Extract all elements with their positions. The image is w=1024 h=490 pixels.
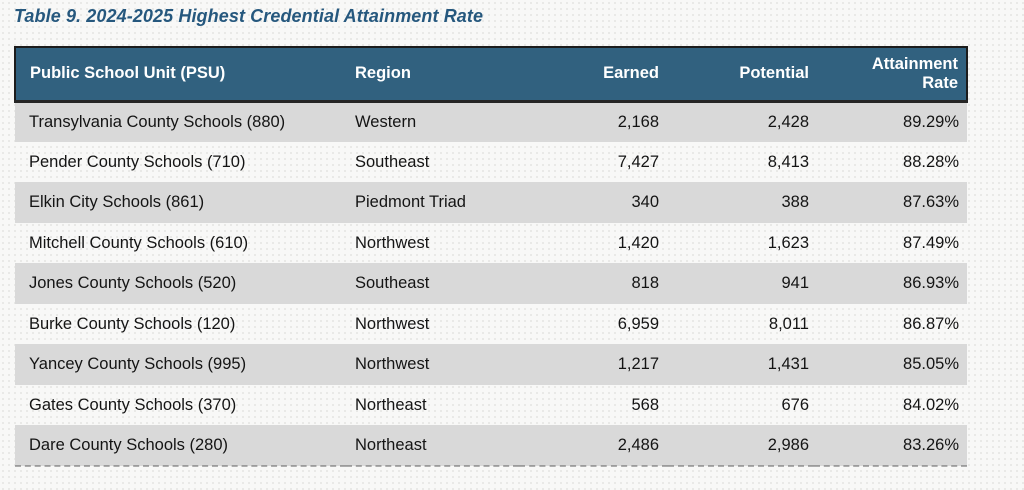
- cell-attainment-rate: 86.87%: [903, 314, 959, 333]
- cell-earned: 2,168: [617, 112, 659, 131]
- table-row: Dare County Schools (280) Northeast 2,48…: [15, 425, 967, 467]
- cell-region: Northeast: [346, 425, 519, 467]
- cell-attainment-rate: 83.26%: [814, 425, 967, 467]
- column-header-attainment-rate-label: Attainment Rate: [871, 54, 958, 92]
- cell-attainment-rate: 84.02%: [903, 395, 959, 414]
- cell-earned: 568: [631, 395, 659, 414]
- cell-earned: 7,427: [617, 152, 659, 171]
- cell-psu: Dare County Schools (280): [15, 425, 346, 467]
- cell-potential: 8,413: [767, 152, 809, 171]
- cell-attainment-rate: 88.28%: [903, 152, 959, 171]
- table-row: Gates County Schools (370) Northeast 568…: [15, 385, 967, 426]
- cell-psu: Jones County Schools (520): [29, 274, 237, 293]
- cell-attainment-rate: 89.29%: [903, 112, 959, 131]
- cell-region: Southeast: [355, 152, 430, 171]
- column-header-region: Region: [346, 46, 519, 103]
- table-row: Burke County Schools (120) Northwest 6,9…: [15, 304, 967, 345]
- table-row: Pender County Schools (710) Southeast 7,…: [15, 142, 967, 183]
- cell-potential: 1,623: [767, 233, 809, 252]
- cell-psu: Yancey County Schools (995): [29, 355, 247, 374]
- cell-earned: 1,420: [617, 233, 659, 252]
- table-row: Elkin City Schools (861) Piedmont Triad …: [15, 182, 967, 223]
- table-title: Table 9. 2024-2025 Highest Credential At…: [14, 6, 484, 26]
- cell-potential: 676: [781, 395, 809, 414]
- cell-psu: Gates County Schools (370): [29, 395, 237, 414]
- table-row: Transylvania County Schools (880) Wester…: [15, 101, 967, 142]
- table-row: Yancey County Schools (995) Northwest 1,…: [15, 344, 967, 385]
- cell-potential: 388: [781, 193, 809, 212]
- cell-attainment-rate: 85.05%: [903, 355, 959, 374]
- table-header-row: Public School Unit (PSU) Region Earned P…: [14, 46, 968, 103]
- cell-region: Northeast: [355, 395, 427, 414]
- cell-psu: Transylvania County Schools (880): [29, 112, 286, 131]
- cell-attainment-rate: 87.49%: [903, 233, 959, 252]
- column-header-earned: Earned: [519, 46, 668, 103]
- cell-potential: 1,431: [767, 355, 809, 374]
- cell-region: Western: [355, 112, 417, 131]
- cell-region: Piedmont Triad: [355, 193, 466, 212]
- cell-psu: Mitchell County Schools (610): [29, 233, 249, 252]
- cell-attainment-rate: 87.63%: [903, 193, 959, 212]
- table-row: Mitchell County Schools (610) Northwest …: [15, 223, 967, 264]
- cell-region: Northwest: [355, 314, 430, 333]
- cell-psu: Pender County Schools (710): [29, 152, 246, 171]
- column-header-psu: Public School Unit (PSU): [14, 46, 346, 103]
- cell-region: Northwest: [355, 233, 430, 252]
- cell-attainment-rate: 86.93%: [903, 274, 959, 293]
- cell-psu: Elkin City Schools (861): [29, 193, 205, 212]
- cell-earned: 6,959: [617, 314, 659, 333]
- cell-psu: Burke County Schools (120): [29, 314, 236, 333]
- column-header-potential: Potential: [668, 46, 814, 103]
- credential-attainment-table: Public School Unit (PSU) Region Earned P…: [14, 46, 968, 467]
- cell-earned: 2,486: [519, 425, 668, 467]
- cell-potential: 941: [781, 274, 809, 293]
- cell-potential: 2,428: [767, 112, 809, 131]
- column-header-attainment-rate: Attainment Rate: [814, 46, 968, 103]
- cell-earned: 818: [631, 274, 659, 293]
- cell-potential: 2,986: [668, 425, 814, 467]
- cell-region: Southeast: [355, 274, 430, 293]
- cell-region: Northwest: [355, 355, 430, 374]
- cell-earned: 340: [631, 193, 659, 212]
- cell-earned: 1,217: [617, 355, 659, 374]
- cell-potential: 8,011: [768, 314, 809, 333]
- table-row: Jones County Schools (520) Southeast 818…: [15, 263, 967, 304]
